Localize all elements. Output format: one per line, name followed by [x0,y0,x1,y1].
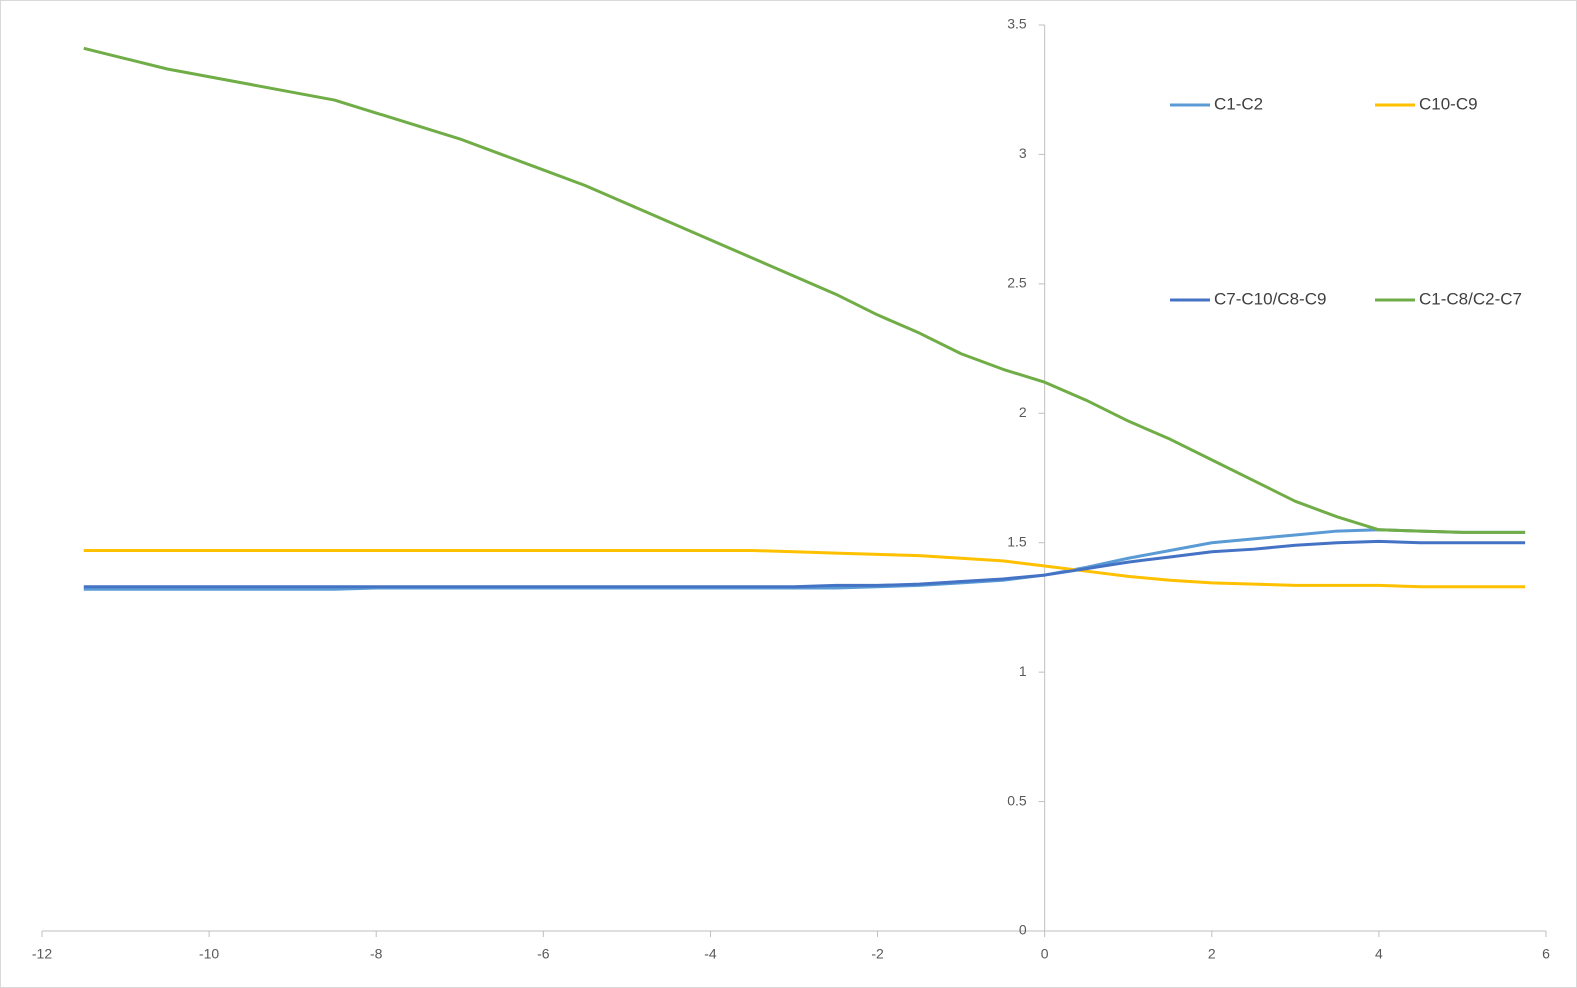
line [83,46,1526,534]
x-tick-label: 4 [1375,946,1383,962]
line [83,548,1526,589]
legend-label: C7-C10/C8-C9 [1214,289,1326,308]
legend-label: C1-C8/C2-C7 [1419,289,1522,308]
y-tick-label: 0 [1019,922,1027,938]
x-tick-label: 0 [1041,946,1049,962]
x-tick-label: -4 [704,946,717,962]
line [83,528,1526,591]
x-tick-label: -6 [537,946,550,962]
x-tick-label: -8 [370,946,383,962]
x-tick-label: 2 [1208,946,1216,962]
x-tick-label: -2 [871,946,884,962]
y-tick-label: 1.5 [1007,533,1027,549]
y-tick-label: 2 [1019,404,1027,420]
x-tick-label: 6 [1542,946,1550,962]
y-tick-label: 3.5 [1007,16,1027,32]
legend-label: C1-C2 [1214,94,1263,113]
y-tick-label: 3 [1019,145,1027,161]
y-tick-label: 0.5 [1007,792,1027,808]
line [83,539,1526,589]
x-tick-label: -10 [199,946,219,962]
y-tick-label: 2.5 [1007,275,1027,291]
legend-label: C10-C9 [1419,94,1478,113]
y-tick-label: 1 [1019,663,1027,679]
x-tick-label: -12 [32,946,52,962]
